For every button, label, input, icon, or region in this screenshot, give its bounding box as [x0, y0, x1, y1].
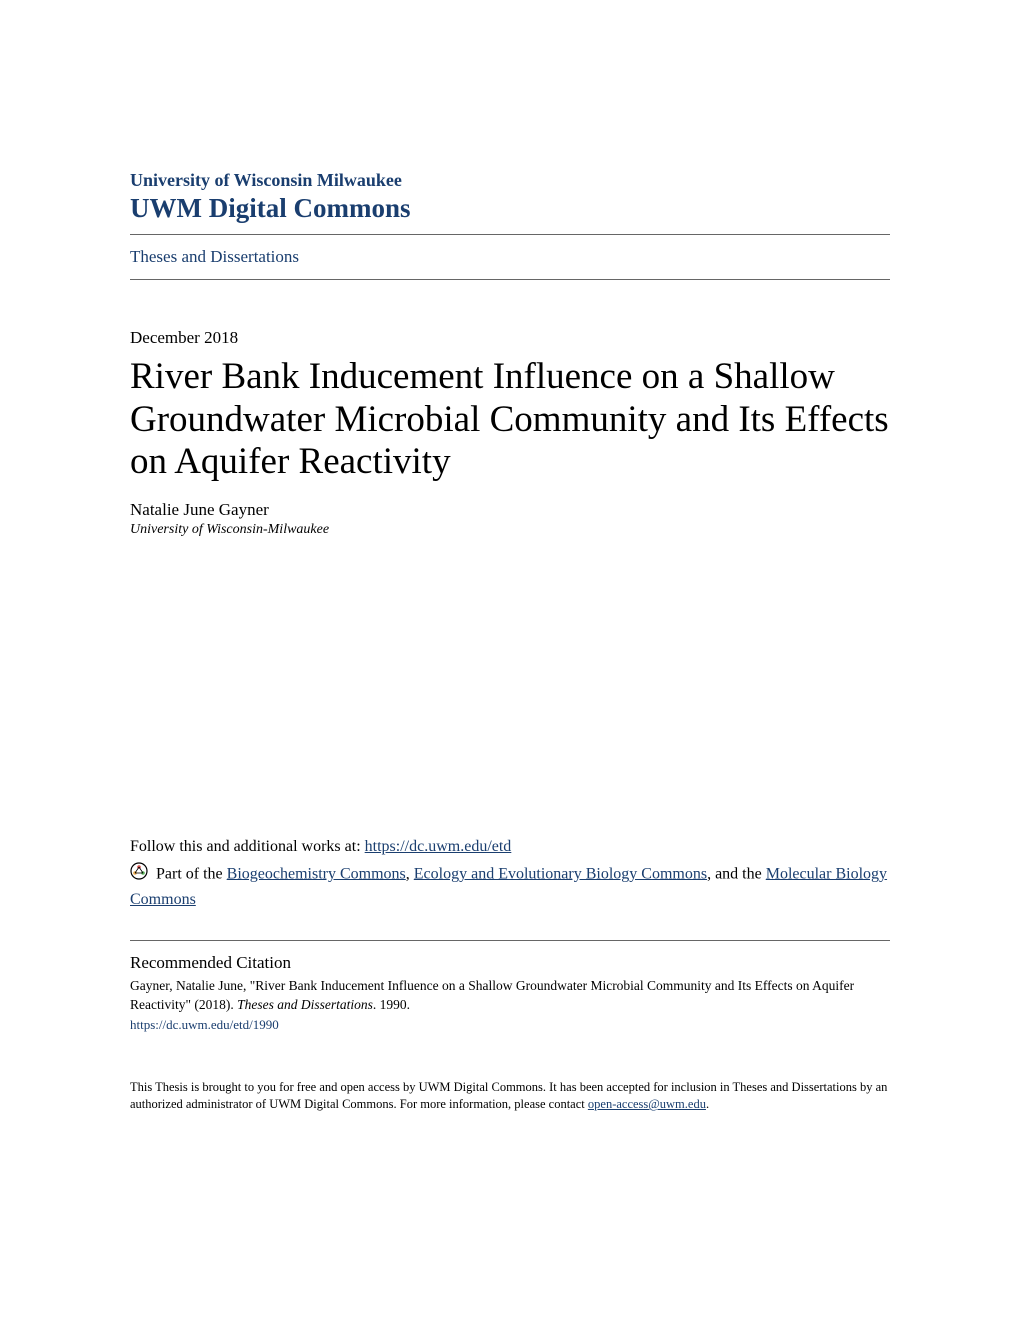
publication-date: December 2018 [130, 328, 890, 348]
citation-heading: Recommended Citation [130, 953, 890, 973]
document-title: River Bank Inducement Influence on a Sha… [130, 356, 890, 484]
citation-post: . 1990. [373, 997, 410, 1012]
commons-link-1[interactable]: Biogeochemistry Commons [227, 865, 406, 882]
follow-section: Follow this and additional works at: htt… [130, 838, 890, 912]
breadcrumb: Theses and Dissertations [130, 235, 890, 279]
footer-email-link[interactable]: open-access@uwm.edu [588, 1097, 706, 1111]
author-name: Natalie June Gayner [130, 500, 890, 520]
document-page: University of Wisconsin Milwaukee UWM Di… [0, 0, 1020, 1214]
partof-prefix: Part of the [156, 865, 223, 882]
sep2: , and the [707, 865, 762, 882]
follow-prefix: Follow this and additional works at: [130, 838, 361, 855]
follow-url-link[interactable]: https://dc.uwm.edu/etd [365, 838, 512, 855]
network-commons-icon [130, 862, 148, 888]
footer-pre: This Thesis is brought to you for free a… [130, 1080, 887, 1112]
site-name: UWM Digital Commons [130, 193, 890, 224]
footer-post: . [706, 1097, 709, 1111]
sep1: , [406, 865, 414, 882]
commons-link-2[interactable]: Ecology and Evolutionary Biology Commons [414, 865, 707, 882]
citation-series: Theses and Dissertations [237, 997, 373, 1012]
footer-text: This Thesis is brought to you for free a… [130, 1079, 890, 1114]
header-divider-bottom [130, 279, 890, 280]
partof-line: Part of the Biogeochemistry Commons, Eco… [130, 862, 890, 912]
follow-line: Follow this and additional works at: htt… [130, 838, 890, 856]
author-affiliation: University of Wisconsin-Milwaukee [130, 522, 890, 538]
institution-name: University of Wisconsin Milwaukee [130, 170, 890, 191]
repository-header: University of Wisconsin Milwaukee UWM Di… [130, 170, 890, 224]
breadcrumb-link[interactable]: Theses and Dissertations [130, 247, 299, 266]
citation-section: Recommended Citation Gayner, Natalie Jun… [130, 940, 890, 1035]
citation-text: Gayner, Natalie June, "River Bank Induce… [130, 977, 890, 1035]
citation-url: https://dc.uwm.edu/etd/1990 [130, 1016, 890, 1034]
